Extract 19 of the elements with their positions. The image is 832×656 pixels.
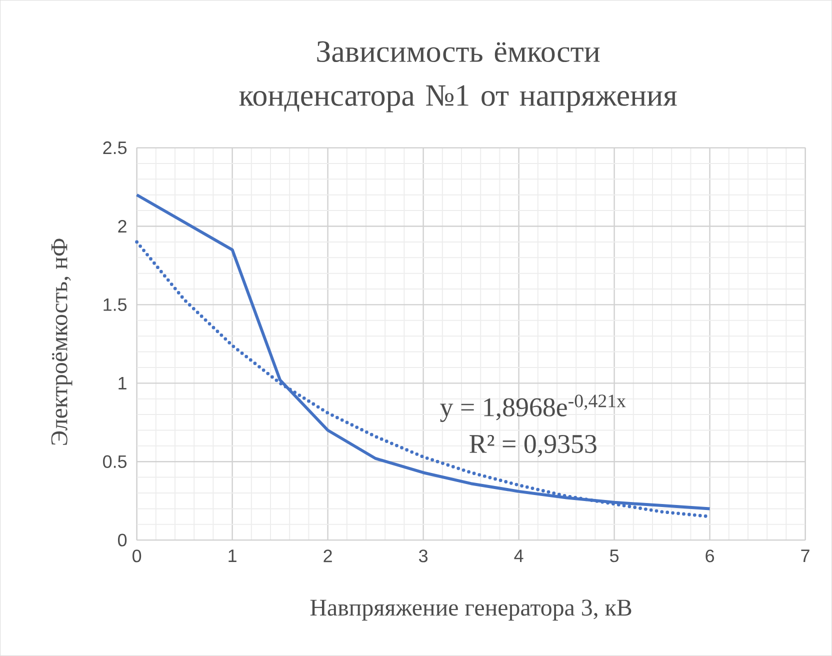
x-tick-label: 2 — [324, 550, 332, 562]
x-tick-label: 5 — [610, 550, 619, 562]
x-tick-label: 4 — [514, 550, 524, 562]
x-tick-label: 1 — [228, 550, 236, 562]
annotation: y = 1,8968e$^{-0,421x}$ — [440, 394, 626, 422]
x-tick-label: 7 — [801, 550, 810, 562]
x-tick-label: 3 — [418, 550, 428, 562]
y-tick-label: 0 — [118, 534, 127, 546]
y-tick-label: 0.5 — [103, 455, 127, 468]
y-axis-title: Электроёмкость, нФ — [51, 238, 72, 445]
y-tick-label: 2.5 — [103, 141, 127, 154]
y-tick-label: 1.5 — [104, 298, 127, 312]
x-axis-title: Навпряяжение генератора 3, кВ — [310, 600, 632, 621]
x-tick-label: 6 — [706, 550, 714, 562]
y-tick-label: 2 — [118, 220, 126, 233]
annotation: R² = 0,9353 — [470, 434, 596, 458]
y-tick-label: 1 — [118, 377, 126, 390]
x-tick-label: 0 — [132, 550, 142, 562]
chart-title: Зависимость ёмкости конденсатора №1 от напряжения — [239, 41, 677, 112]
